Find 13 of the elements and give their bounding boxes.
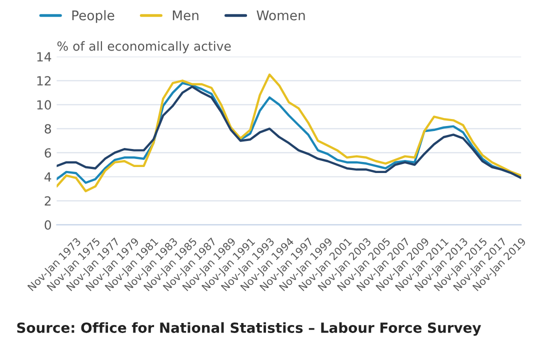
legend-label: Women xyxy=(256,10,305,20)
y-tick-label: 10 xyxy=(37,100,52,110)
y-tick-label: 4 xyxy=(44,172,52,182)
y-axis-title: % of all economically active xyxy=(57,41,231,54)
legend-label: Men xyxy=(172,10,198,20)
y-tick-label: 14 xyxy=(37,52,52,62)
y-tick-label: 6 xyxy=(44,148,52,158)
y-tick-label: 12 xyxy=(37,76,51,86)
y-tick-label: 2 xyxy=(44,196,51,206)
source-note: Source: Office for National Statistics – Labour Force Survey xyxy=(17,322,482,336)
y-tick-label: 8 xyxy=(44,124,51,134)
legend-label: People xyxy=(72,10,114,23)
y-tick-label: 0 xyxy=(44,220,52,230)
